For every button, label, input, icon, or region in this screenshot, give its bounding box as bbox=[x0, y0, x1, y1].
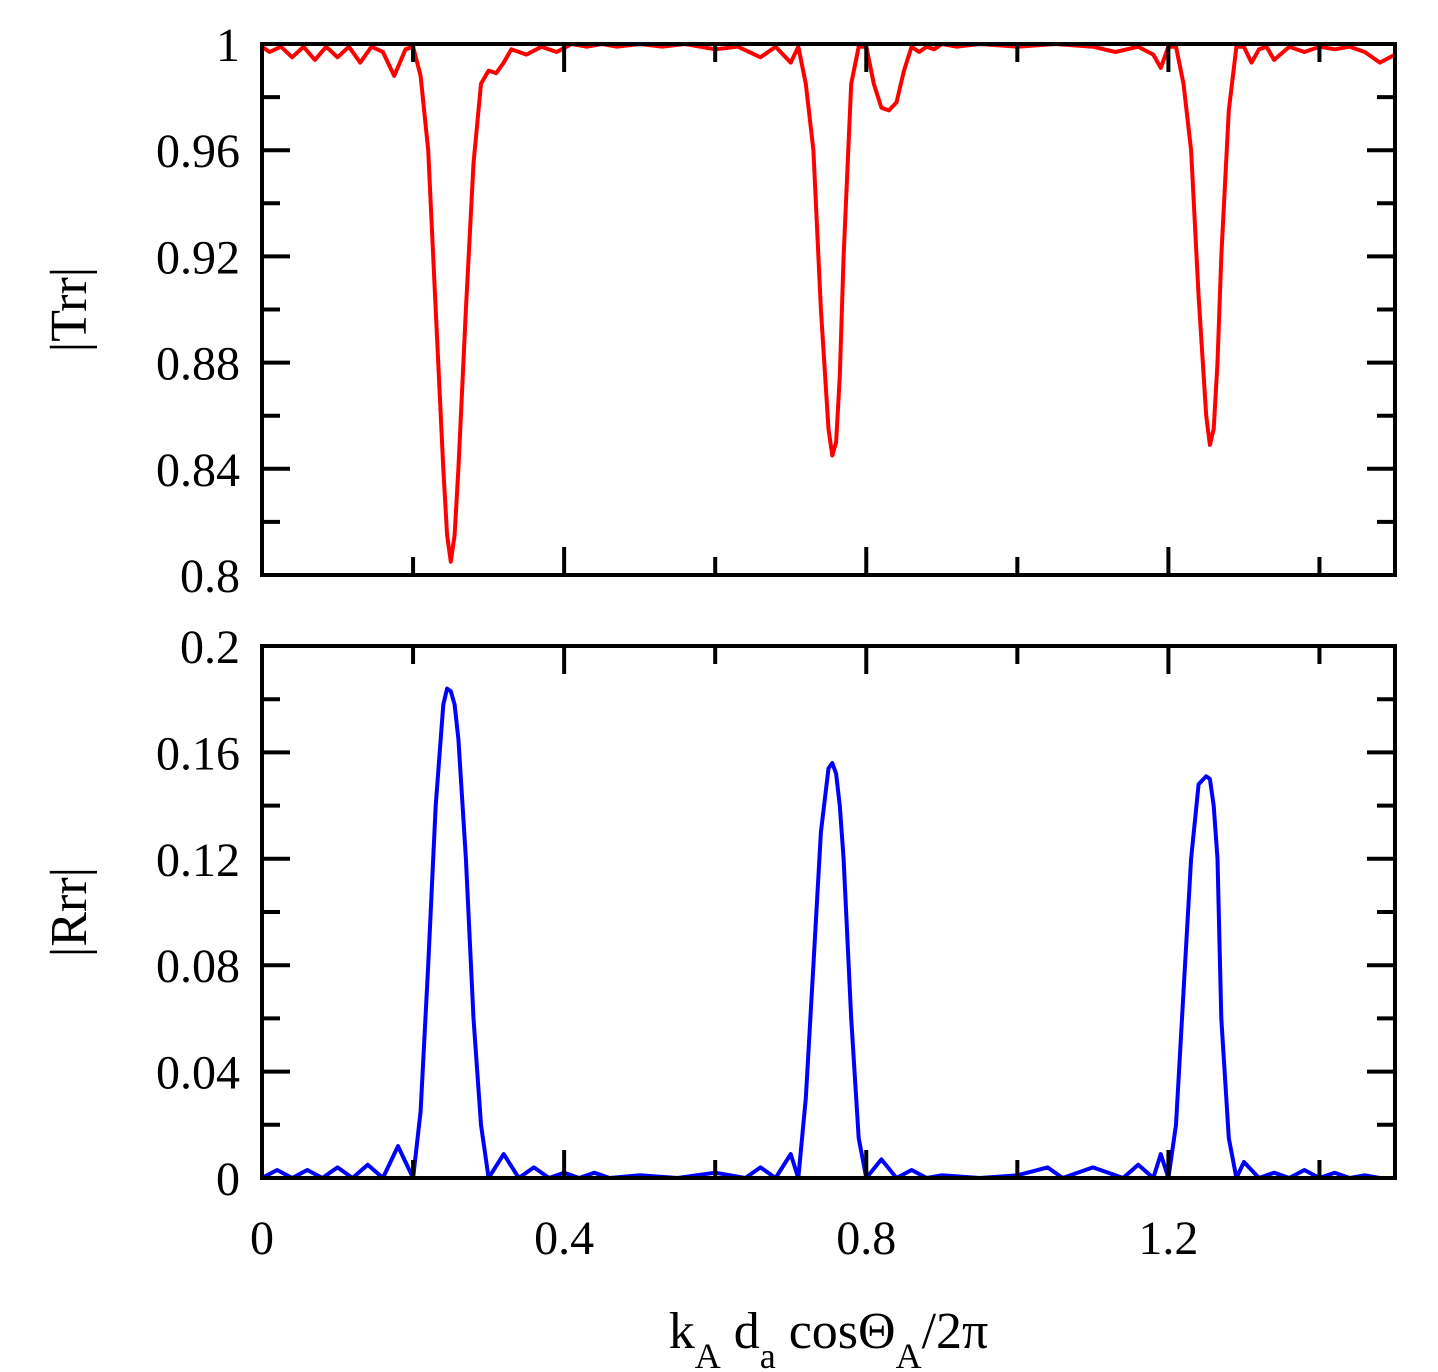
rrr-y-tick-label: 0.2 bbox=[180, 621, 240, 674]
trr-y-axis-title: |Trr| bbox=[41, 267, 98, 352]
rrr-x-axis-title: kA da cosΘA/2π bbox=[669, 1303, 989, 1372]
rrr-y-tick-label: 0.12 bbox=[156, 834, 240, 887]
trr-y-tick-label: 0.84 bbox=[156, 444, 240, 497]
trr-y-tick-label: 0.8 bbox=[180, 550, 240, 603]
rrr-x-tick-label: 0 bbox=[250, 1212, 274, 1265]
trr-y-tick-label: 0.88 bbox=[156, 338, 240, 391]
rrr-series-line bbox=[260, 686, 1397, 1180]
rrr-x-tick-label: 0.8 bbox=[836, 1212, 896, 1265]
trr-plot-frame bbox=[260, 42, 1397, 577]
rrr-y-tick-label: 0.16 bbox=[156, 727, 240, 780]
rrr-x-tick-label: 1.2 bbox=[1138, 1212, 1198, 1265]
rrr-y-axis-title: |Rrr| bbox=[41, 867, 98, 957]
rrr-x-tick-label: 0.4 bbox=[534, 1212, 594, 1265]
rrr-y-tick-label: 0.08 bbox=[156, 940, 240, 993]
trr-y-tick-label: 0.96 bbox=[156, 125, 240, 178]
reflection-panel: 0 0.04 0.08 0.12 0.16 0.2 0 0.4 0.8 1.2 |Rrr| kA da… bbox=[41, 621, 1397, 1372]
trr-series-line bbox=[260, 42, 1397, 564]
rrr-y-tick-label: 0 bbox=[216, 1153, 240, 1206]
trr-y-tick-label: 1 bbox=[216, 19, 240, 72]
trr-y-tick-label: 0.92 bbox=[156, 231, 240, 284]
rrr-y-tick-label: 0.04 bbox=[156, 1047, 240, 1100]
transmission-panel: 0.8 0.84 0.88 0.92 0.96 1 |Trr| bbox=[41, 19, 1397, 603]
